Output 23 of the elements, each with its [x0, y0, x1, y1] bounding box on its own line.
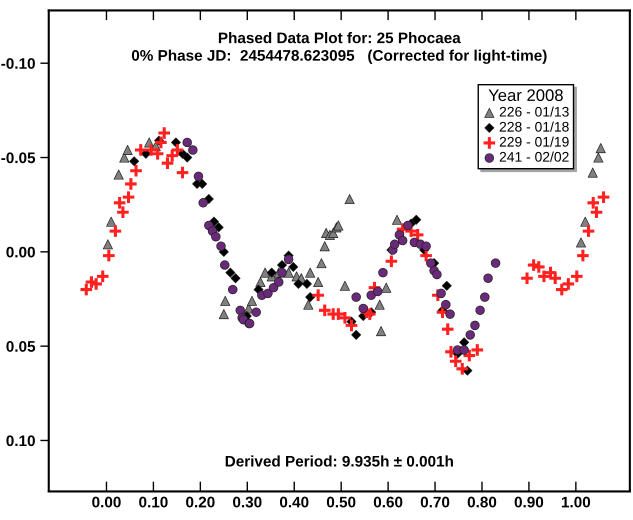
x-tick-label: 0.30	[233, 496, 262, 508]
legend-label: 241 - 02/02	[500, 152, 569, 162]
y-tick-label: -0.05	[1, 152, 36, 164]
x-tick-label: 0.70	[420, 496, 450, 508]
x-tick-label: 0.60	[374, 496, 402, 508]
legend-label: 228 - 01/18	[500, 122, 569, 132]
y-tick-label: 0.10	[6, 435, 35, 446]
x-tick-label: 0.90	[514, 496, 544, 508]
x-tick-label: 0.40	[280, 496, 308, 508]
x-tick-label: 1.00	[562, 496, 590, 508]
y-tick-label: 0.00	[6, 246, 35, 258]
x-tick-label: 0.20	[186, 496, 215, 508]
legend-label: 226 - 01/13	[500, 106, 569, 117]
text: Phased Data Plot for: 25 Phocaea 0% Phase JD: 2454478.623095 (Corrected for light-time)	[132, 32, 547, 64]
x-tick-label: 0.80	[468, 496, 496, 508]
annotation: Derived Period: 9.935h ± 0.001h	[226, 455, 453, 467]
x-tick-label: 0.10	[139, 496, 168, 508]
y-tick-label: -0.10	[1, 58, 35, 69]
x-tick-label: 0.50	[326, 496, 356, 508]
legend-label: 229 - 01/19	[500, 136, 569, 147]
y-tick-label: 0.05	[6, 341, 36, 352]
x-tick-label: 0.00	[92, 496, 121, 508]
legend-title: Year 2008	[488, 89, 563, 102]
